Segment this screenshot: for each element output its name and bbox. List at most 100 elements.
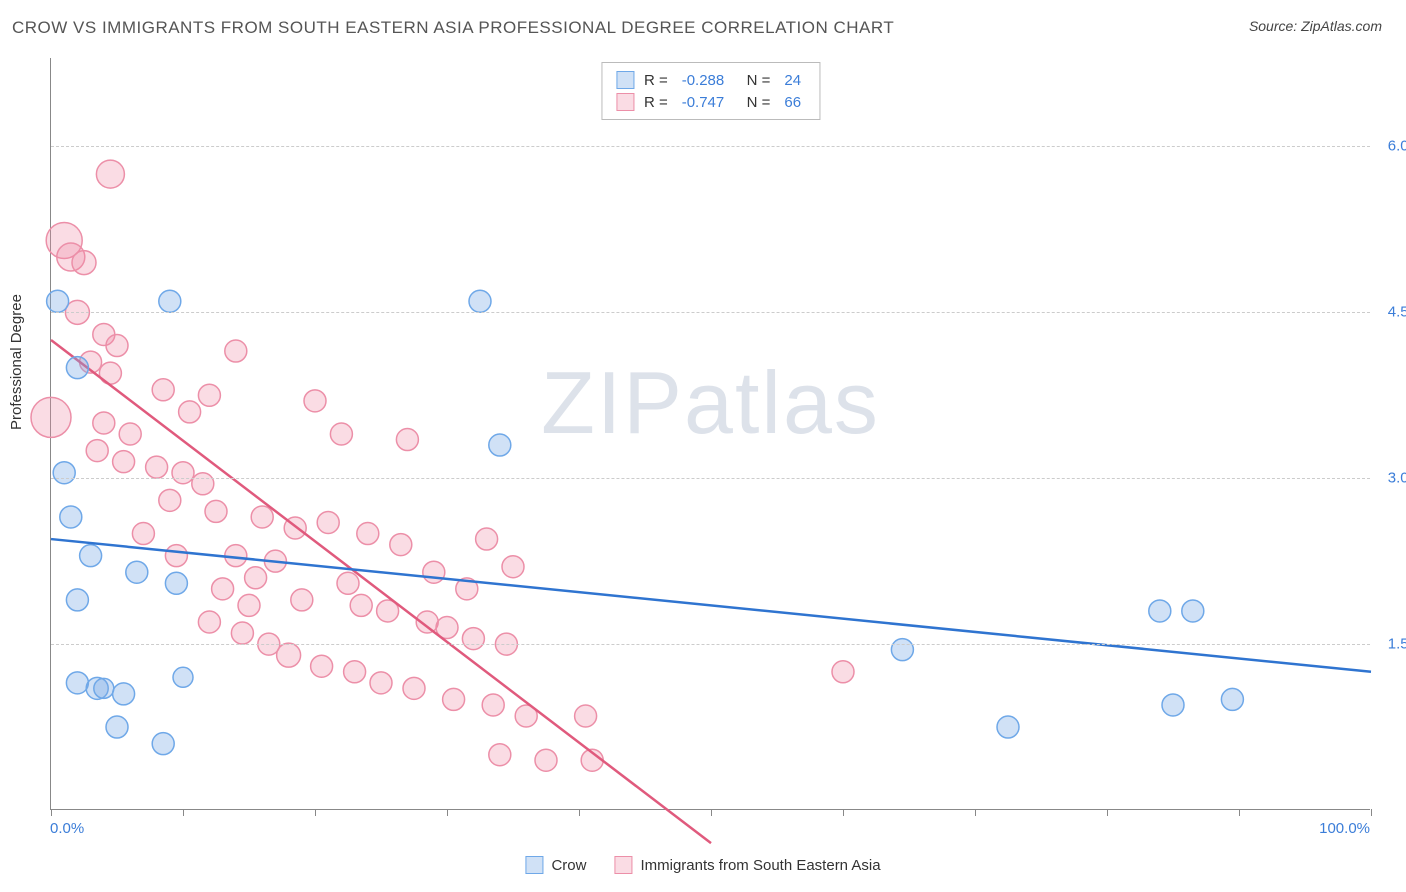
legend-swatch-crow <box>616 71 634 89</box>
data-point <box>198 611 220 633</box>
legend-row-crow: R = -0.288 N = 24 <box>616 69 805 91</box>
data-point <box>370 672 392 694</box>
gridline <box>51 478 1370 479</box>
data-point <box>119 423 141 445</box>
data-point <box>469 290 491 312</box>
legend-r-value-immigrants: -0.747 <box>682 94 725 111</box>
legend-label-crow: Crow <box>551 857 586 874</box>
gridline <box>51 146 1370 147</box>
data-point <box>344 661 366 683</box>
data-point <box>311 655 333 677</box>
legend-swatch-immigrants <box>616 93 634 111</box>
data-point <box>535 749 557 771</box>
data-point <box>489 434 511 456</box>
series-legend: Crow Immigrants from South Eastern Asia <box>525 856 880 874</box>
correlation-legend: R = -0.288 N = 24 R = -0.747 N = 66 <box>601 62 820 120</box>
chart-title: CROW VS IMMIGRANTS FROM SOUTH EASTERN AS… <box>12 18 894 38</box>
legend-row-immigrants: R = -0.747 N = 66 <box>616 91 805 113</box>
data-point <box>443 688 465 710</box>
data-point <box>489 744 511 766</box>
x-tick <box>843 809 844 816</box>
legend-r-label: R = <box>644 72 668 89</box>
x-axis-max-label: 100.0% <box>1319 820 1370 837</box>
data-point <box>390 534 412 556</box>
legend-r-label: R = <box>644 94 668 111</box>
data-point <box>132 523 154 545</box>
legend-item-immigrants: Immigrants from South Eastern Asia <box>614 856 880 874</box>
x-tick <box>447 809 448 816</box>
data-point <box>403 677 425 699</box>
data-point <box>66 672 88 694</box>
y-tick-label: 1.5% <box>1388 636 1406 653</box>
data-point <box>80 545 102 567</box>
data-point <box>113 683 135 705</box>
data-point <box>337 572 359 594</box>
data-point <box>94 678 114 698</box>
data-point <box>93 412 115 434</box>
data-point <box>198 384 220 406</box>
data-point <box>238 594 260 616</box>
data-point <box>212 578 234 600</box>
data-point <box>1182 600 1204 622</box>
y-axis-label: Professional Degree <box>8 294 25 430</box>
trend-line <box>51 340 711 843</box>
data-point <box>396 429 418 451</box>
data-point <box>96 160 124 188</box>
x-tick <box>579 809 580 816</box>
legend-label-immigrants: Immigrants from South Eastern Asia <box>640 857 880 874</box>
data-point <box>225 340 247 362</box>
data-point <box>476 528 498 550</box>
data-point <box>291 589 313 611</box>
data-point <box>47 290 69 312</box>
data-point <box>997 716 1019 738</box>
data-point <box>146 456 168 478</box>
data-point <box>31 397 71 437</box>
data-point <box>173 667 193 687</box>
data-point <box>172 462 194 484</box>
data-point <box>106 335 128 357</box>
data-point <box>502 556 524 578</box>
legend-n-value-immigrants: 66 <box>784 94 801 111</box>
legend-n-label: N = <box>738 94 770 111</box>
data-point <box>245 567 267 589</box>
legend-swatch-crow-bottom <box>525 856 543 874</box>
data-point <box>60 506 82 528</box>
data-point <box>106 716 128 738</box>
data-point <box>126 561 148 583</box>
x-axis-min-label: 0.0% <box>50 820 84 837</box>
data-point <box>832 661 854 683</box>
x-tick <box>183 809 184 816</box>
data-point <box>152 733 174 755</box>
y-tick-label: 6.0% <box>1388 138 1406 155</box>
x-tick <box>315 809 316 816</box>
data-point <box>1221 688 1243 710</box>
data-point <box>330 423 352 445</box>
data-point <box>462 628 484 650</box>
data-point <box>113 451 135 473</box>
data-point <box>66 589 88 611</box>
data-point <box>304 390 326 412</box>
legend-n-label: N = <box>738 72 770 89</box>
gridline <box>51 312 1370 313</box>
data-point <box>66 357 88 379</box>
data-point <box>205 500 227 522</box>
data-point <box>423 561 445 583</box>
data-point <box>72 251 96 275</box>
data-point <box>251 506 273 528</box>
data-point <box>192 473 214 495</box>
data-point <box>575 705 597 727</box>
x-tick <box>1239 809 1240 816</box>
legend-swatch-immigrants-bottom <box>614 856 632 874</box>
data-point <box>159 489 181 511</box>
chart-plot-area: R = -0.288 N = 24 R = -0.747 N = 66 ZIPa… <box>50 58 1370 810</box>
data-point <box>165 545 187 567</box>
data-point <box>350 594 372 616</box>
data-point <box>152 379 174 401</box>
scatter-svg <box>51 58 1370 809</box>
y-tick-label: 3.0% <box>1388 470 1406 487</box>
data-point <box>179 401 201 423</box>
data-point <box>231 622 253 644</box>
x-tick <box>975 809 976 816</box>
x-tick <box>51 809 52 816</box>
y-tick-label: 4.5% <box>1388 304 1406 321</box>
